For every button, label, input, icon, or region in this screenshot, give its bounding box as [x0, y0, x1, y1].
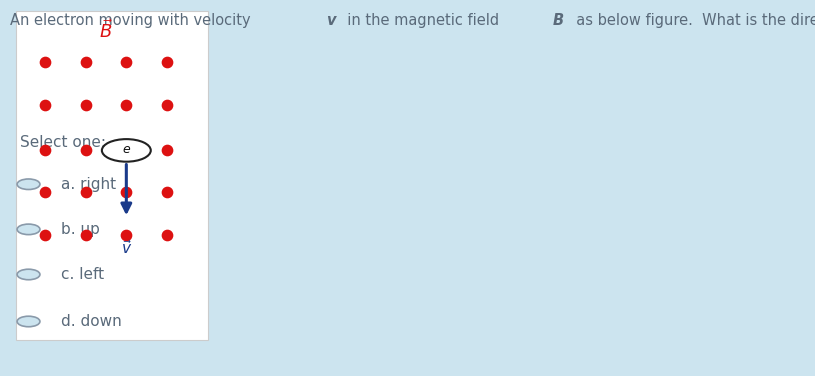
- Point: [161, 59, 174, 65]
- Point: [38, 59, 51, 65]
- Point: [161, 147, 174, 153]
- Circle shape: [17, 179, 40, 190]
- Circle shape: [17, 224, 40, 235]
- Text: v: v: [326, 13, 336, 28]
- Point: [38, 232, 51, 238]
- Circle shape: [17, 316, 40, 327]
- Point: [120, 102, 133, 108]
- Point: [120, 59, 133, 65]
- Circle shape: [17, 269, 40, 280]
- Text: e: e: [122, 143, 130, 156]
- Point: [161, 189, 174, 195]
- Point: [79, 189, 92, 195]
- Text: An electron moving with velocity: An electron moving with velocity: [10, 13, 255, 28]
- FancyBboxPatch shape: [16, 11, 208, 340]
- Text: d. down: d. down: [61, 314, 122, 329]
- Point: [79, 232, 92, 238]
- Text: B: B: [553, 13, 563, 28]
- Text: as below figure.  What is the direction of the magnetic force?: as below figure. What is the direction o…: [566, 13, 815, 28]
- Point: [38, 102, 51, 108]
- Circle shape: [102, 139, 151, 162]
- Point: [120, 189, 133, 195]
- Point: [79, 59, 92, 65]
- Text: $\vec{B}$: $\vec{B}$: [99, 19, 113, 41]
- Point: [38, 147, 51, 153]
- Text: in the magnetic field: in the magnetic field: [338, 13, 504, 28]
- Point: [38, 189, 51, 195]
- Point: [79, 102, 92, 108]
- Point: [161, 102, 174, 108]
- Text: a. right: a. right: [61, 177, 117, 192]
- Text: Select one:: Select one:: [20, 135, 107, 150]
- Point: [161, 232, 174, 238]
- Text: $\vec{v}$: $\vec{v}$: [121, 239, 132, 257]
- Point: [79, 147, 92, 153]
- Text: b. up: b. up: [61, 222, 100, 237]
- Text: c. left: c. left: [61, 267, 104, 282]
- Point: [120, 232, 133, 238]
